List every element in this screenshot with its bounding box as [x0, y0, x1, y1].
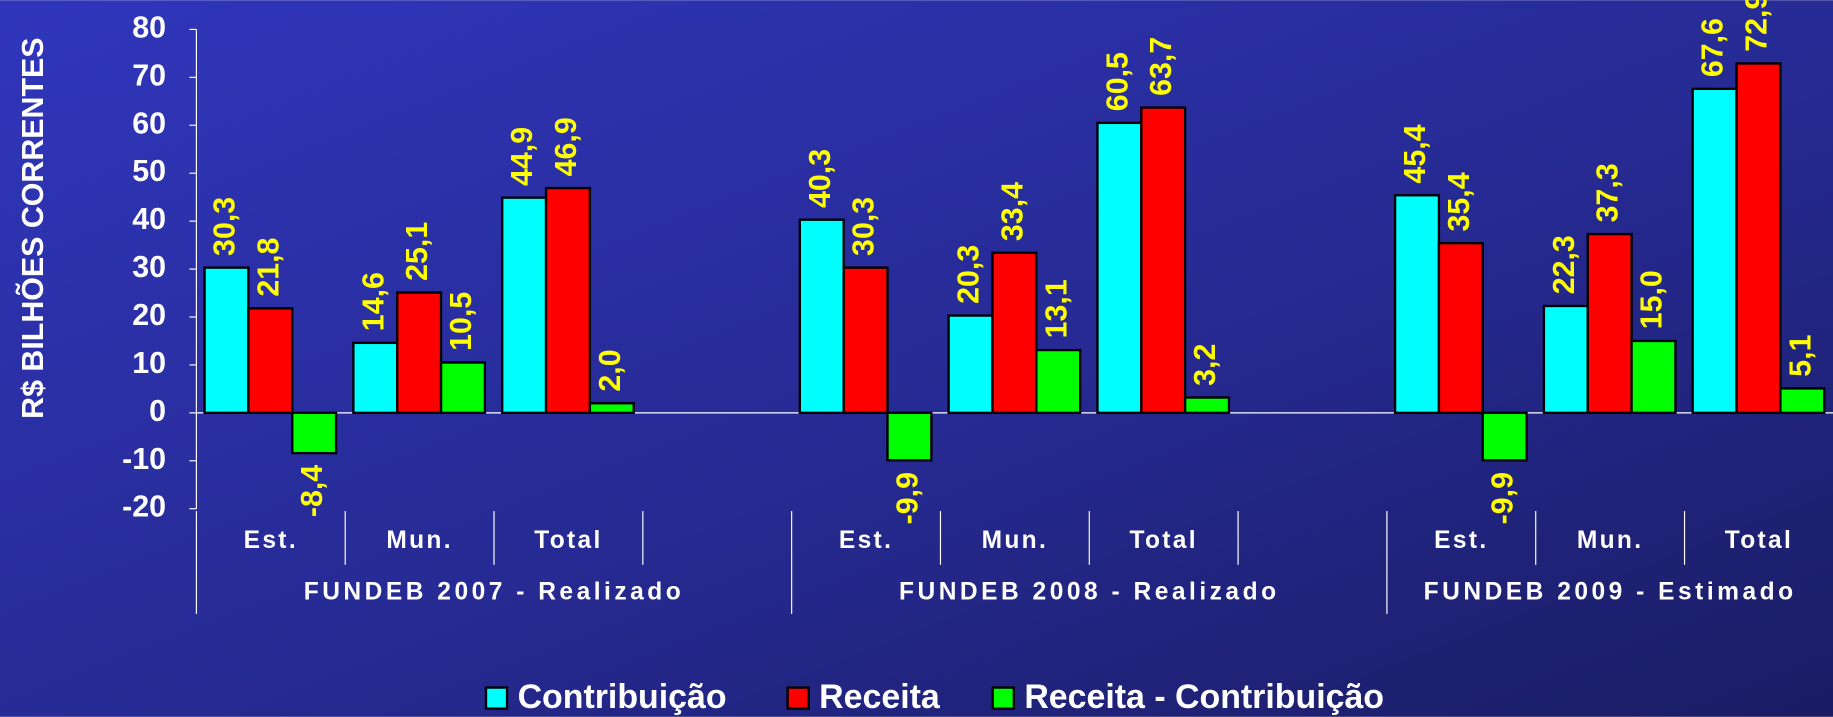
group-label: FUNDEB 2008 - Realizado [899, 578, 1280, 605]
legend-label: Contribuição [518, 678, 727, 716]
data-label: 13,1 [1039, 279, 1073, 338]
data-label: 5,1 [1783, 334, 1817, 376]
bar [439, 361, 487, 415]
bar [588, 402, 635, 415]
legend-swatch [991, 686, 1015, 710]
bar [1481, 411, 1528, 462]
data-label: 3,2 [1188, 344, 1222, 386]
data-label: 46,9 [549, 117, 583, 176]
y-tick-label: 30 [132, 250, 166, 284]
data-label: 60,5 [1100, 52, 1134, 111]
y-tick-label: -10 [122, 442, 166, 476]
data-label: 37,3 [1591, 163, 1625, 222]
y-tick-label: 50 [132, 154, 166, 188]
data-label: 67,6 [1696, 18, 1730, 77]
x-tick-label: Total [1129, 527, 1197, 554]
data-label: 40,3 [803, 149, 837, 208]
y-tick-label: 0 [149, 394, 166, 428]
x-tick-label: Est. [839, 527, 893, 554]
data-label: 20,3 [952, 245, 986, 304]
data-label: 22,3 [1547, 235, 1581, 294]
bar [396, 291, 443, 415]
data-label: 33,4 [995, 182, 1029, 241]
bar [842, 266, 889, 415]
x-tick-label: Mun. [386, 527, 453, 554]
data-label: 35,4 [1442, 172, 1476, 231]
group-label: FUNDEB 2007 - Realizado [304, 578, 685, 605]
data-label: 45,4 [1398, 124, 1432, 183]
data-label: 14,6 [356, 272, 390, 331]
data-label: 72,9 [1740, 0, 1774, 52]
y-tick-label: 20 [132, 298, 166, 332]
bar [1586, 232, 1633, 415]
bar [991, 251, 1038, 415]
data-label: 25,1 [400, 222, 434, 281]
legend-label: Receita [819, 678, 941, 716]
y-axis-label: R$ BILHÕES CORRENTES [16, 37, 50, 418]
data-label: 15,0 [1635, 270, 1669, 329]
x-tick-label: Mun. [982, 527, 1049, 554]
data-label: 44,9 [505, 127, 539, 186]
bar [1779, 387, 1826, 415]
x-tick-label: Mun. [1577, 527, 1644, 554]
data-label: 30,3 [208, 197, 242, 256]
data-label: 10,5 [444, 292, 478, 351]
bar [291, 411, 338, 455]
y-tick-label: 60 [132, 106, 166, 140]
bar [352, 341, 399, 415]
bar [544, 186, 592, 415]
data-label: -9,9 [1486, 472, 1520, 524]
bar [1183, 396, 1231, 415]
bar [947, 314, 994, 415]
data-label: 30,3 [847, 197, 881, 256]
bar [501, 196, 548, 415]
bar [1035, 348, 1082, 415]
bar [886, 411, 933, 462]
data-label: 21,8 [251, 238, 285, 297]
data-label: 63,7 [1144, 37, 1178, 96]
x-tick-label: Est. [244, 527, 298, 554]
bar [798, 218, 845, 415]
bar [247, 307, 294, 415]
x-tick-label: Est. [1434, 527, 1488, 554]
bar [1393, 194, 1441, 415]
x-tick-label: Total [1725, 527, 1793, 554]
data-label: 2,0 [593, 349, 627, 391]
data-label: -9,9 [890, 472, 924, 524]
bar [1140, 106, 1187, 415]
y-tick-label: -20 [122, 490, 166, 524]
legend-swatch [786, 686, 810, 710]
bar [1437, 242, 1484, 415]
bar [1542, 304, 1589, 415]
x-tick-label: Total [534, 527, 602, 554]
bar [1096, 121, 1143, 415]
bar [1630, 339, 1677, 415]
legend-swatch [484, 686, 509, 710]
bar [1691, 87, 1738, 415]
bar [203, 266, 250, 415]
y-tick-label: 10 [132, 346, 166, 380]
legend-label: Receita - Contribuição [1024, 678, 1384, 716]
data-label: -8,4 [295, 465, 329, 517]
y-tick-label: 40 [132, 202, 166, 236]
group-label: FUNDEB 2009 - Estimado [1424, 578, 1797, 605]
y-tick-label: 70 [132, 58, 166, 92]
bar [1735, 62, 1782, 415]
y-tick-label: 80 [132, 10, 166, 44]
